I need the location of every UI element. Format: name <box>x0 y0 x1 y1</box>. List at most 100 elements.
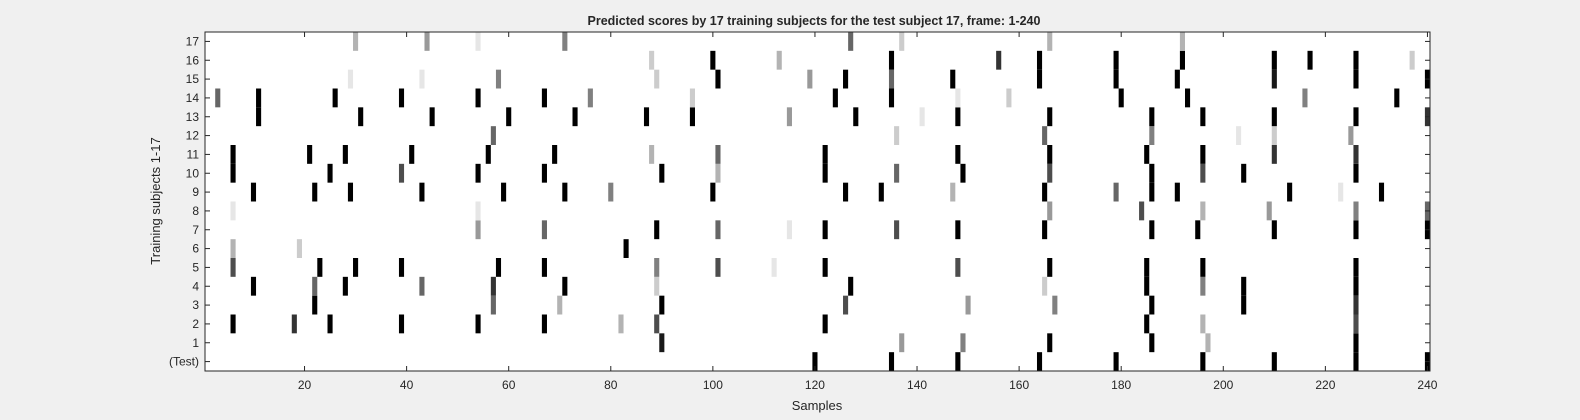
heatmap-cell <box>291 314 297 334</box>
heatmap-cell <box>424 32 430 51</box>
heatmap-cell <box>843 295 849 315</box>
heatmap-cell <box>715 69 721 89</box>
heatmap-cell <box>475 220 481 240</box>
heatmap-cell <box>618 314 624 334</box>
heatmap-cell <box>1174 182 1180 202</box>
heatmap-cell <box>1036 69 1043 89</box>
heatmap-cell <box>230 163 236 183</box>
heatmap-cell <box>1307 50 1313 70</box>
heatmap-cell <box>1353 163 1359 183</box>
plot-frame <box>204 31 1431 372</box>
heatmap-cell <box>327 314 333 334</box>
heatmap-cell <box>1113 69 1119 89</box>
heatmap-cell <box>490 295 496 315</box>
heatmap-cell <box>215 88 221 108</box>
heatmap-cell <box>572 107 578 127</box>
heatmap-cell <box>899 32 905 51</box>
heatmap-cell <box>342 145 348 164</box>
heatmap-cell <box>398 258 405 277</box>
heatmap-cell <box>1042 126 1048 145</box>
heatmap-cell <box>654 314 660 334</box>
heatmap-cell <box>649 50 655 70</box>
x-tick-label: 20 <box>298 378 312 392</box>
heatmap-cell <box>317 258 323 277</box>
heatmap-cell <box>1353 145 1359 164</box>
heatmap-cell <box>1195 220 1201 240</box>
heatmap-cell <box>475 32 481 51</box>
heatmap-cell <box>256 107 262 127</box>
heatmap-cell <box>506 107 512 127</box>
cell-layer <box>215 32 1430 371</box>
heatmap-cell <box>353 258 359 277</box>
heatmap-cell <box>715 163 721 183</box>
y-tick-label: 1 <box>192 336 199 350</box>
heatmap-cell <box>919 107 925 127</box>
heatmap-cell <box>888 69 895 89</box>
heatmap-cell <box>1353 352 1359 371</box>
heatmap-cell <box>587 88 593 108</box>
heatmap-cell <box>1144 145 1150 164</box>
heatmap-cell <box>1036 50 1043 70</box>
heatmap-cell <box>807 69 813 89</box>
heatmap-cell <box>1353 201 1359 221</box>
heatmap-cell <box>848 276 854 296</box>
y-axis-label: Training subjects 1-17 <box>148 137 163 264</box>
heatmap-cell <box>490 126 496 145</box>
heatmap-cell <box>894 220 900 240</box>
heatmap-cell <box>659 295 665 315</box>
heatmap-cell <box>832 88 838 108</box>
heatmap-cell <box>358 107 364 127</box>
heatmap-cell <box>888 88 895 108</box>
x-tick-label: 200 <box>1213 378 1233 392</box>
heatmap-cell <box>1287 182 1293 202</box>
heatmap-cell <box>541 314 547 334</box>
heatmap-cell <box>230 201 236 221</box>
heatmap-cell <box>710 182 716 202</box>
heatmap-cell <box>623 239 629 258</box>
heatmap-cell <box>776 50 782 70</box>
y-tick-label: 9 <box>192 185 199 199</box>
heatmap-cell <box>822 220 828 240</box>
heatmap-cell <box>950 69 956 89</box>
heatmap-cell <box>689 107 695 127</box>
heatmap-cell <box>888 50 895 70</box>
heatmap-cell <box>654 276 660 296</box>
heatmap-cell <box>1139 201 1145 221</box>
x-tick-label: 140 <box>907 378 927 392</box>
heatmap-cell <box>1200 258 1206 277</box>
heatmap-cell <box>1144 276 1150 296</box>
heatmap-cell <box>419 182 425 202</box>
heatmap-cell <box>1353 333 1359 353</box>
heatmap-cell <box>955 352 961 371</box>
heatmap-cell <box>960 333 966 353</box>
heatmap-cell <box>1271 220 1277 240</box>
y-tick-label: 3 <box>192 298 199 312</box>
heatmap-cell <box>562 276 568 296</box>
y-tick-label: 7 <box>192 223 199 237</box>
heatmap-cell <box>1047 258 1053 277</box>
heatmap-cell <box>996 50 1002 70</box>
heatmap-cell <box>659 163 665 183</box>
x-tick-label: 80 <box>604 378 618 392</box>
heatmap-cell <box>495 69 502 89</box>
heatmap-cell <box>1149 182 1155 202</box>
heatmap-cell <box>1149 107 1155 127</box>
heatmap-cell <box>475 163 481 183</box>
y-tick-label: 2 <box>192 317 199 331</box>
heatmap-cell <box>955 88 961 108</box>
heatmap-cell <box>822 145 828 164</box>
plot-area <box>205 32 1430 371</box>
heatmap-cell <box>1185 88 1191 108</box>
heatmap-cell <box>960 163 966 183</box>
heatmap-cell <box>1047 333 1053 353</box>
heatmap-cell <box>347 182 354 202</box>
heatmap-cell <box>899 333 905 353</box>
heatmap-cell <box>1200 145 1206 164</box>
heatmap-cell <box>1353 50 1359 70</box>
heatmap-cell <box>1200 352 1206 371</box>
heatmap-cell <box>429 107 435 127</box>
heatmap-cell <box>643 107 650 127</box>
heatmap-cell <box>230 314 236 334</box>
heatmap-cell <box>1113 352 1119 371</box>
